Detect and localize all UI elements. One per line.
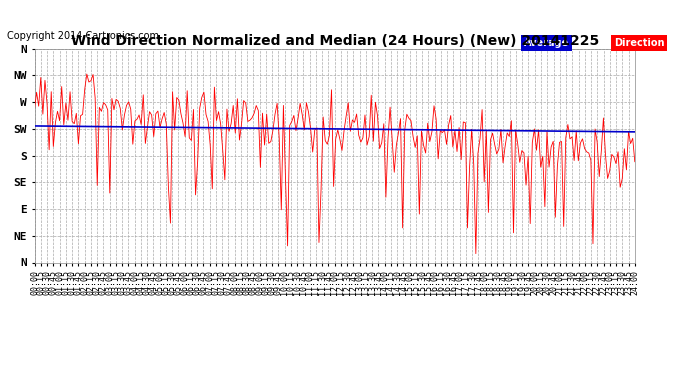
Text: Direction: Direction bbox=[614, 38, 664, 48]
Title: Wind Direction Normalized and Median (24 Hours) (New) 20141225: Wind Direction Normalized and Median (24… bbox=[70, 34, 599, 48]
Text: Average: Average bbox=[524, 38, 569, 48]
Text: Copyright 2014 Cartronics.com: Copyright 2014 Cartronics.com bbox=[7, 32, 159, 41]
